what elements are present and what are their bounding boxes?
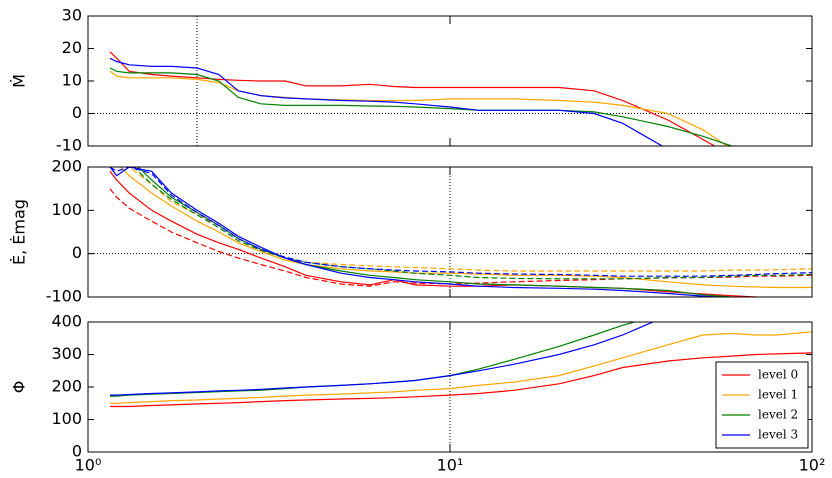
legend-label: level 0 <box>758 368 798 382</box>
legend-label: level 2 <box>758 408 798 422</box>
dashed-line <box>109 188 812 287</box>
dashed-line <box>132 167 812 280</box>
line <box>120 167 812 289</box>
line <box>110 352 812 408</box>
plot-area <box>110 322 812 452</box>
y-tick-label: 0 <box>72 103 82 122</box>
dashed-line <box>109 167 812 277</box>
y-tick-label: 10 <box>62 71 82 90</box>
y-axis-label: Ė, Ėmag <box>10 199 29 265</box>
plot-area <box>88 167 812 297</box>
line <box>109 167 727 297</box>
plot-area <box>88 16 812 146</box>
line <box>109 70 728 146</box>
y-axis-label: Φ <box>10 381 29 394</box>
x-tick-label: 10¹ <box>437 456 464 475</box>
legend-label: level 1 <box>758 388 798 402</box>
y-tick-label: 200 <box>51 377 82 396</box>
axes-frame <box>87 15 813 147</box>
line <box>109 170 770 297</box>
y-axis-label: Ṁ <box>10 74 29 88</box>
line <box>110 322 637 397</box>
legend: level 0 level 1 level 2 level 3 <box>715 361 809 449</box>
legend-box <box>715 361 809 449</box>
y-tick-label: 100 <box>51 409 82 428</box>
y-tick-label: -100 <box>46 287 82 306</box>
line <box>110 322 655 396</box>
y-tick-label: 20 <box>62 38 82 57</box>
legend-label: level 3 <box>758 428 798 442</box>
x-tick-label: 10² <box>799 456 826 475</box>
dashed-line <box>128 167 812 272</box>
line <box>109 67 732 146</box>
y-tick-label: 100 <box>51 200 82 219</box>
line <box>110 331 812 404</box>
y-tick-label: 400 <box>51 312 82 331</box>
y-tick-label: -10 <box>56 136 82 155</box>
y-tick-label: 0 <box>72 243 82 262</box>
x-tick-label: 10⁰ <box>75 456 102 475</box>
y-tick-label: 300 <box>51 344 82 363</box>
y-tick-label: 200 <box>51 157 82 176</box>
line <box>137 167 743 297</box>
y-tick-label: 0 <box>72 442 82 461</box>
y-tick-label: 30 <box>62 6 82 25</box>
line <box>109 51 716 146</box>
line <box>109 57 664 146</box>
axes-frame <box>87 321 813 453</box>
